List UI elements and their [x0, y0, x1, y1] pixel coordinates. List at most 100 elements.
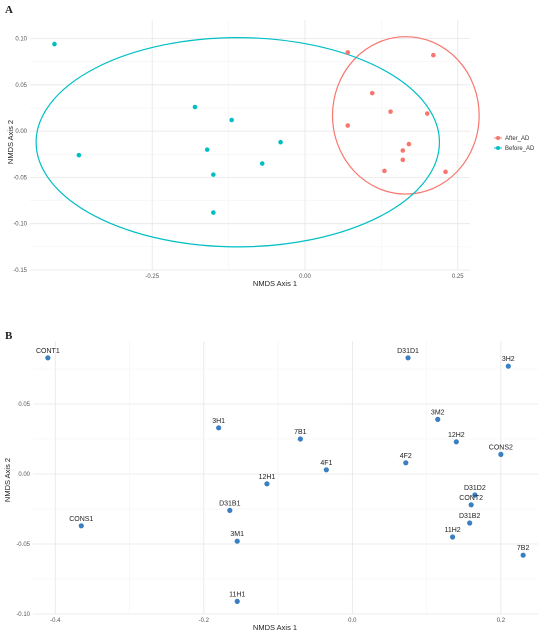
x-tick-label: 0.2	[497, 618, 506, 624]
data-point-before-ad	[211, 172, 216, 177]
x-tick-label: 0.00	[299, 274, 311, 280]
sample-label: CONS2	[489, 444, 513, 451]
sample-point	[467, 520, 473, 526]
sample-point	[405, 355, 411, 361]
sample-point	[403, 460, 409, 466]
panel-a-y-axis-label: NMDS Axis 2	[6, 120, 15, 164]
data-point-after-ad	[345, 50, 351, 55]
confidence-ellipse-before-ad	[35, 36, 441, 248]
panel-b-x-axis-label: NMDS Axis 1	[253, 623, 297, 632]
sample-label: 3M1	[230, 531, 244, 538]
sample-point	[78, 523, 84, 529]
panel-a-x-tick-labels: -0.25 0.00 0.25	[145, 274, 464, 280]
legend-label: After_AD	[505, 136, 530, 142]
sample-label: CONS1	[69, 516, 93, 523]
sample-label: 7B1	[294, 429, 307, 436]
y-tick-label: -0.10	[16, 612, 30, 618]
panel-a-grid	[30, 20, 470, 271]
data-point-before-ad	[192, 104, 198, 110]
data-point-after-ad	[400, 148, 406, 153]
panel-a-x-axis-label: NMDS Axis 1	[253, 279, 297, 288]
sample-label: D31B2	[459, 513, 481, 520]
data-point-before-ad	[259, 161, 265, 166]
sample-label: 12H2	[448, 432, 465, 439]
x-tick-label: -0.2	[199, 618, 210, 624]
x-tick-label: -0.25	[145, 274, 159, 280]
data-point-after-ad	[431, 52, 436, 58]
sample-label: 3H1	[212, 418, 225, 425]
data-point-after-ad	[382, 168, 387, 174]
y-tick-label: 0.05	[15, 83, 27, 89]
y-tick-label: -0.15	[13, 268, 27, 274]
sample-label: 11H2	[444, 527, 460, 534]
y-tick-label: 0.10	[15, 37, 27, 43]
panel-b: B CONT1 D31D1 3H2 3H1 3M2 12H2 7B1 CONS2 4F2 4F1 1…	[3, 330, 538, 632]
sample-label: 4F2	[400, 453, 412, 460]
panel-b-points	[45, 355, 526, 605]
data-point-before-ad	[211, 210, 216, 215]
sample-label: 3M2	[431, 409, 445, 416]
sample-point	[449, 534, 456, 540]
sample-point	[472, 492, 478, 498]
sample-label: 3H2	[502, 356, 515, 363]
sample-point	[520, 552, 526, 558]
confidence-ellipse-after-ad	[331, 36, 480, 195]
y-tick-label: 0.05	[18, 402, 30, 408]
sample-label: 12H1	[259, 474, 276, 481]
y-tick-label: -0.05	[13, 175, 27, 181]
panel-b-point-labels: CONT1 D31D1 3H2 3H1 3M2 12H2 7B1 CONS2 4F2 4F1 12H…	[36, 348, 529, 599]
sample-point	[234, 598, 240, 605]
sample-point	[505, 363, 511, 369]
legend-key-point	[496, 146, 500, 150]
sample-point	[468, 502, 474, 508]
x-tick-label: 0.0	[348, 618, 357, 624]
sample-label: D31D1	[397, 348, 419, 355]
data-point-after-ad	[388, 109, 393, 114]
data-point-before-ad	[52, 41, 57, 47]
panel-a-points	[52, 41, 448, 215]
data-point-after-ad	[369, 90, 375, 96]
sample-point	[453, 439, 459, 445]
sample-label: 11H1	[229, 591, 245, 598]
data-point-before-ad	[229, 117, 234, 123]
y-tick-label: -0.05	[16, 542, 30, 548]
sample-point	[435, 416, 441, 422]
sample-point	[323, 467, 329, 473]
data-point-before-ad	[76, 152, 82, 158]
data-point-after-ad	[400, 157, 406, 163]
data-point-after-ad	[406, 141, 412, 147]
x-tick-label: 0.25	[452, 274, 464, 280]
panel-b-x-tick-labels: -0.4 -0.2 0.0 0.2	[50, 618, 506, 624]
sample-point	[498, 451, 504, 457]
sample-point	[264, 481, 270, 487]
data-point-before-ad	[278, 139, 283, 145]
y-tick-label: 0.00	[18, 472, 30, 478]
panel-a: A -0.25 0.00 0.25 -0.15 -0.10 -0.05 0.00 0.05 0…	[5, 4, 535, 288]
sample-label: 7B2	[517, 545, 530, 552]
y-tick-label: -0.10	[13, 222, 27, 228]
y-tick-label: 0.00	[15, 129, 27, 135]
sample-point	[297, 436, 303, 442]
sample-label: 4F1	[320, 460, 332, 467]
legend-label: Before_AD	[505, 146, 535, 152]
panel-b-y-tick-labels: -0.10 -0.05 0.00 0.05	[16, 402, 30, 618]
x-tick-label: -0.4	[50, 618, 61, 624]
panel-b-y-axis-label: NMDS Axis 2	[3, 458, 12, 502]
panel-a-y-tick-labels: -0.15 -0.10 -0.05 0.00 0.05 0.10	[13, 37, 27, 274]
panel-a-legend: After_AD Before_AD	[494, 136, 535, 152]
sample-point	[216, 425, 222, 431]
data-point-before-ad	[204, 147, 210, 152]
panel-a-label: A	[5, 4, 13, 16]
sample-point	[45, 355, 51, 361]
legend-key-point	[496, 136, 500, 140]
panel-a-ellipses	[35, 36, 480, 248]
panel-b-grid	[33, 341, 538, 615]
sample-label: CONT2	[459, 495, 483, 502]
sample-label: CONT1	[36, 348, 60, 355]
sample-label: D31B1	[219, 500, 241, 507]
sample-point	[234, 538, 240, 544]
data-point-after-ad	[345, 123, 351, 128]
sample-label: D31D2	[464, 485, 486, 492]
data-point-after-ad	[443, 169, 448, 175]
